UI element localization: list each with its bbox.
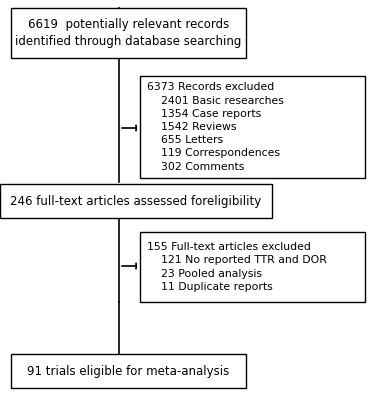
FancyBboxPatch shape bbox=[0, 184, 272, 218]
Text: 91 trials eligible for meta-analysis: 91 trials eligible for meta-analysis bbox=[27, 364, 230, 378]
FancyBboxPatch shape bbox=[11, 354, 246, 388]
Text: 6619  potentially relevant records
identified through database searching: 6619 potentially relevant records identi… bbox=[15, 18, 242, 48]
FancyBboxPatch shape bbox=[140, 76, 365, 178]
Text: 6373 Records excluded
    2401 Basic researches
    1354 Case reports
    1542 R: 6373 Records excluded 2401 Basic researc… bbox=[147, 82, 284, 172]
Text: 155 Full-text articles excluded
    121 No reported TTR and DOR
    23 Pooled an: 155 Full-text articles excluded 121 No r… bbox=[147, 242, 327, 292]
FancyBboxPatch shape bbox=[11, 8, 246, 58]
Text: 246 full-text articles assessed foreligibility: 246 full-text articles assessed foreligi… bbox=[11, 194, 262, 208]
FancyBboxPatch shape bbox=[140, 232, 365, 302]
